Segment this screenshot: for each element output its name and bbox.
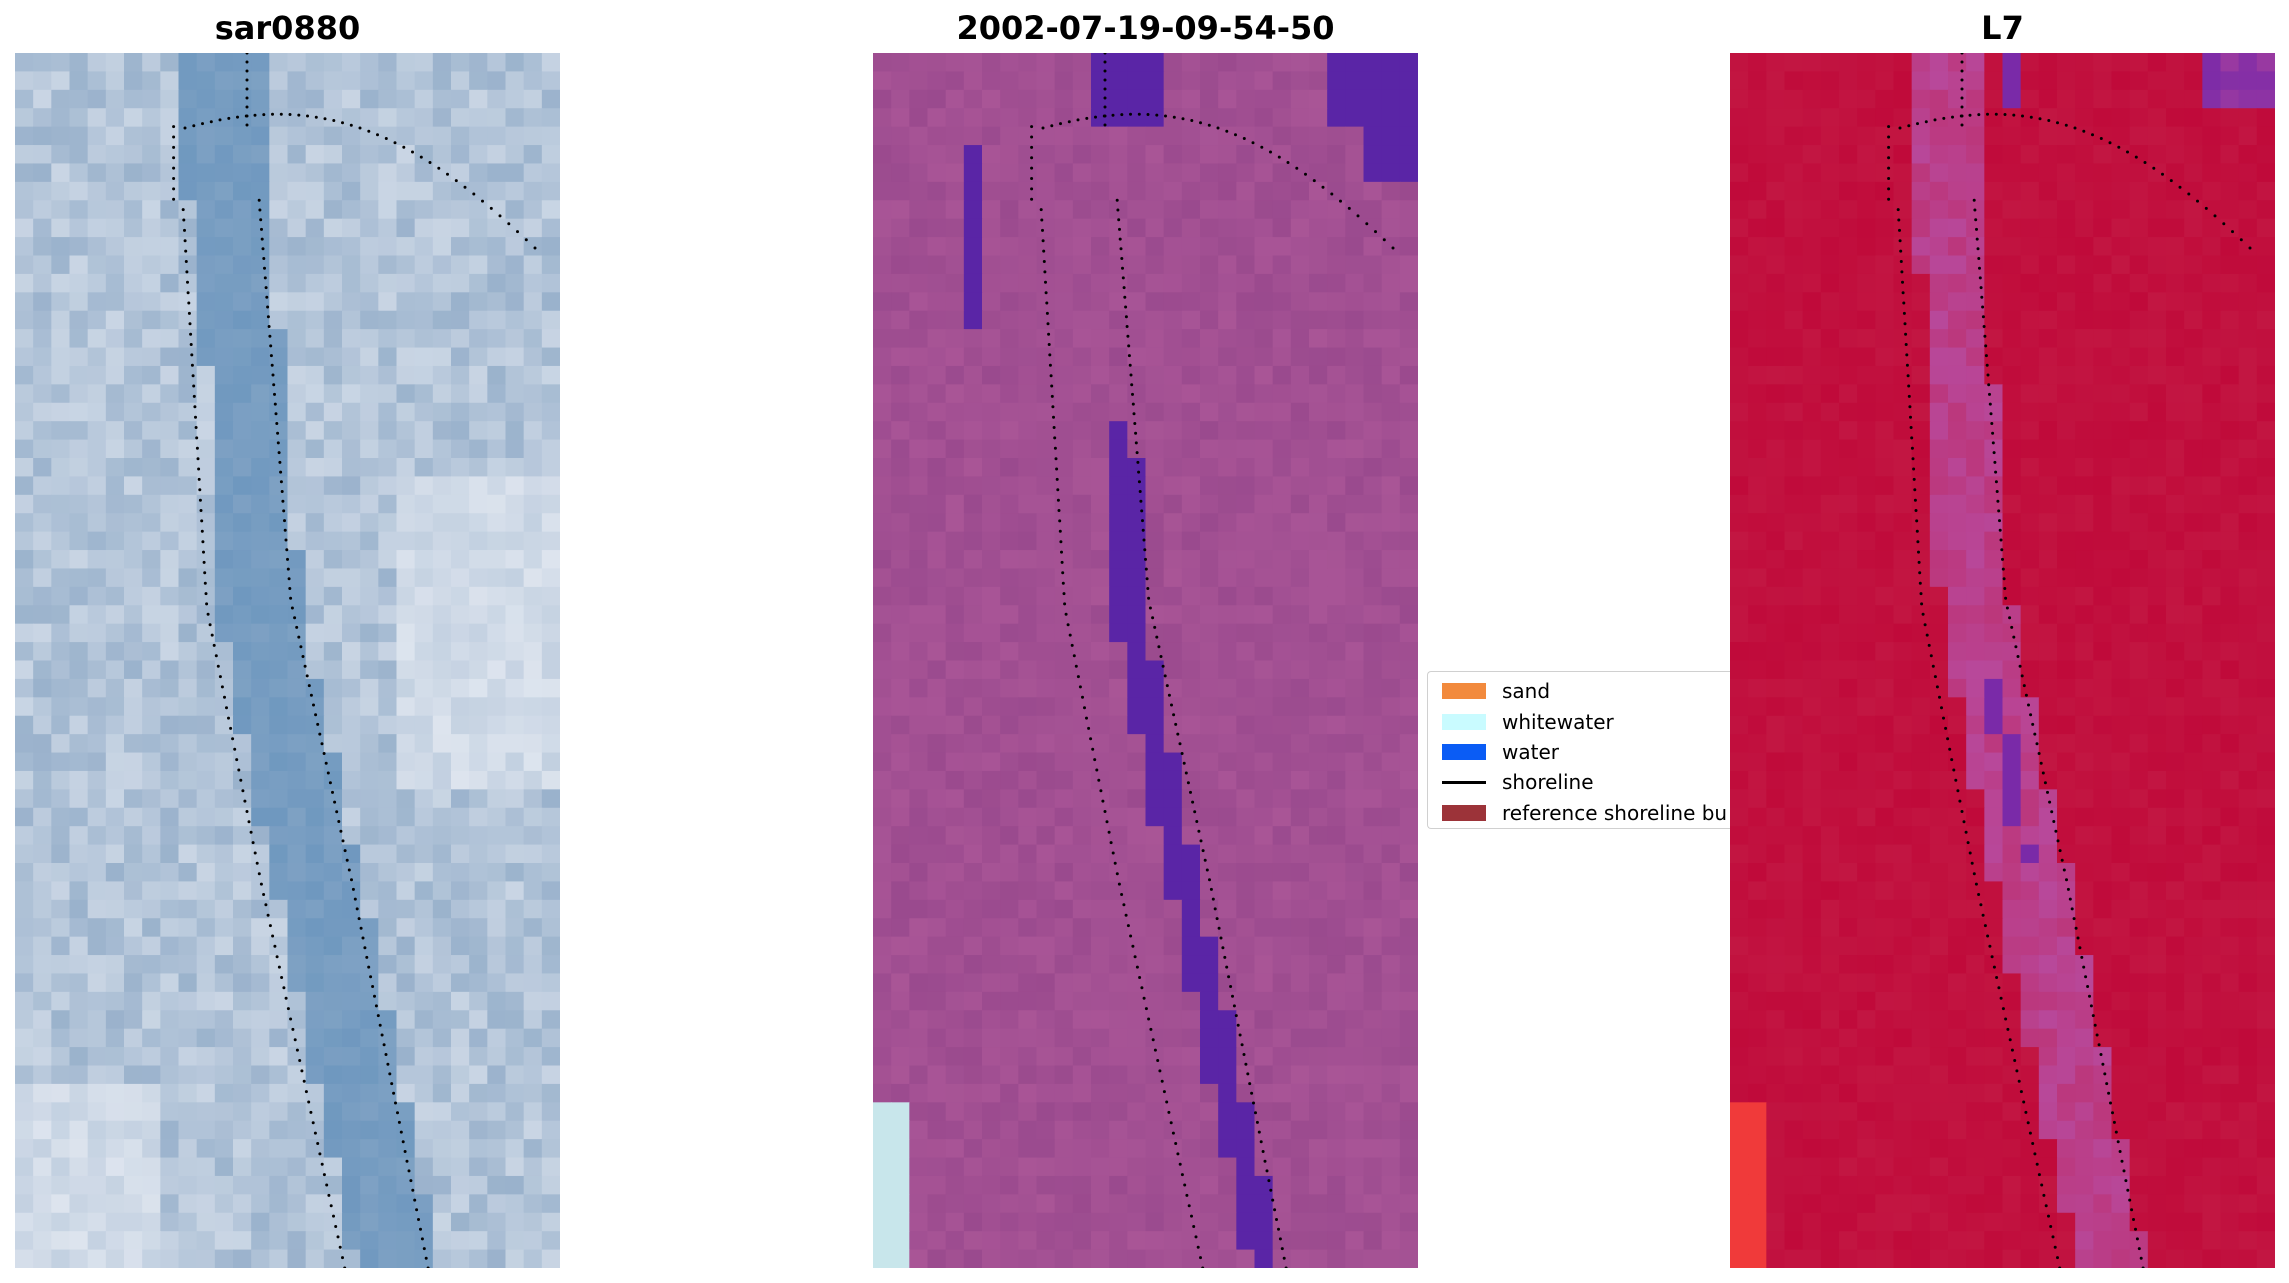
legend: sand whitewater water shoreline referenc…: [1427, 671, 1730, 829]
shoreline-dots: [172, 53, 537, 1268]
legend-swatch-reference-shoreline-buffer: [1442, 804, 1486, 821]
legend-swatch-water: [1442, 743, 1486, 760]
legend-label-sand: sand: [1502, 679, 1551, 704]
index-satellite-image: [1730, 53, 2275, 1268]
legend-swatch-whitewater: [1442, 713, 1486, 730]
legend-item-shoreline: shoreline: [1434, 767, 1730, 797]
panel-title-date: 2002-07-19-09-54-50: [956, 9, 1335, 47]
legend-label-reference-shoreline-buffer: reference shoreline bu: [1502, 800, 1728, 825]
legend-label-water: water: [1502, 739, 1559, 764]
legend-item-reference-shoreline-buffer: reference shoreline bu: [1434, 798, 1730, 828]
legend-label-shoreline: shoreline: [1502, 770, 1594, 795]
shoreline-dots: [1887, 53, 2252, 1268]
legend-item-whitewater: whitewater: [1434, 706, 1730, 736]
index-image-panel: [1730, 53, 2275, 1268]
rgb-image-panel: [15, 53, 560, 1268]
rgb-satellite-image: [15, 53, 560, 1268]
panel-title-sar0880: sar0880: [214, 9, 361, 47]
classified-satellite-image: [873, 53, 1418, 1268]
shoreline-dots: [1030, 53, 1395, 1268]
classified-image-panel: [873, 53, 1418, 1268]
legend-label-whitewater: whitewater: [1502, 709, 1614, 734]
panel-title-l7: L7: [1981, 9, 2024, 47]
legend-item-sand: sand: [1434, 676, 1730, 706]
legend-line-shoreline: [1442, 780, 1486, 784]
legend-item-water: water: [1434, 737, 1730, 767]
legend-swatch-sand: [1442, 683, 1486, 700]
